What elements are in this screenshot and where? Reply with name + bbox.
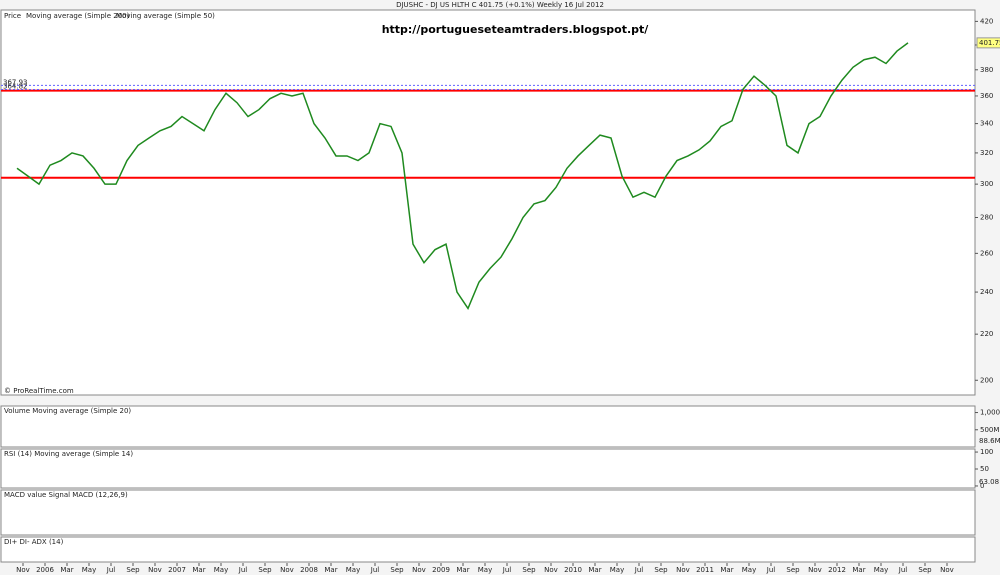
x-tick-label: Nov — [940, 566, 954, 574]
x-tick-label: Jul — [238, 566, 248, 574]
x-tick-label: 2006 — [36, 566, 54, 574]
x-tick-label: Nov — [280, 566, 294, 574]
x-tick-label: Mar — [588, 566, 601, 574]
x-tick-label: Sep — [258, 566, 272, 574]
x-tick-label: Jul — [370, 566, 380, 574]
price-panel — [0, 9, 976, 396]
x-tick-label: May — [346, 566, 360, 574]
level-label: 364.82 — [3, 83, 28, 91]
y-tick-label: 50 — [980, 465, 989, 473]
y-tick-label: 280 — [980, 214, 993, 222]
x-tick-label: Mar — [456, 566, 469, 574]
x-tick-label: Sep — [786, 566, 800, 574]
panel-title: RSI (14) Moving average (Simple 14) — [4, 450, 133, 458]
x-tick-label: Nov — [676, 566, 690, 574]
panel-title: DI+ DI- ADX (14) — [4, 538, 64, 546]
x-tick-label: Jul — [634, 566, 644, 574]
x-tick-label: Sep — [126, 566, 140, 574]
y-tick-label: 380 — [980, 66, 993, 74]
x-tick-label: 2008 — [300, 566, 318, 574]
x-tick-label: Mar — [60, 566, 73, 574]
y-tick-label: 500M — [980, 426, 999, 434]
y-tick-label: 340 — [980, 120, 993, 128]
x-tick-label: 2011 — [696, 566, 714, 574]
level-label: 367.93 — [3, 78, 28, 86]
x-tick-label: 2007 — [168, 566, 186, 574]
x-tick-label: Nov — [148, 566, 162, 574]
y-tick-label: 300 — [980, 180, 993, 188]
y-tick-label: 420 — [980, 17, 993, 25]
price-tag — [976, 37, 1000, 49]
panel-title: MACD value Signal MACD (12,26,9) — [4, 491, 128, 499]
last-value: 88.6M — [979, 437, 1000, 445]
x-tick-label: Mar — [192, 566, 205, 574]
x-tick-label: Nov — [16, 566, 30, 574]
x-tick-label: 2009 — [432, 566, 450, 574]
legend-indicator: Moving average (Simple 50) — [116, 12, 215, 20]
watermark-url: http://portugueseteamtraders.blogspot.pt… — [382, 23, 650, 36]
y-tick-label: 260 — [980, 249, 993, 257]
x-tick-label: Mar — [324, 566, 337, 574]
x-tick-label: Nov — [808, 566, 822, 574]
indicator-panel — [0, 489, 976, 536]
x-tick-label: May — [874, 566, 888, 574]
y-tick-label: 100 — [980, 448, 993, 456]
copyright: © ProRealTime.com — [4, 387, 74, 395]
x-tick-label: May — [478, 566, 492, 574]
y-tick-label: 240 — [980, 288, 993, 296]
x-tick-label: May — [610, 566, 624, 574]
y-tick-label: 360 — [980, 92, 993, 100]
x-tick-label: Jul — [106, 566, 116, 574]
y-tick-label: 200 — [980, 376, 993, 384]
panel-title: Volume Moving average (Simple 20) — [4, 407, 131, 415]
x-tick-label: May — [82, 566, 96, 574]
legend-price: Price — [4, 12, 21, 20]
y-tick-label: 220 — [980, 330, 993, 338]
x-tick-label: Sep — [522, 566, 536, 574]
indicator-panel — [0, 536, 976, 563]
x-tick-label: Mar — [720, 566, 733, 574]
header: DJUSHC - DJ US HLTH C 401.75 (+0.1%) Wee… — [396, 1, 604, 9]
price-line — [16, 42, 909, 311]
x-tick-label: Sep — [654, 566, 668, 574]
x-tick-label: Nov — [412, 566, 426, 574]
x-tick-label: Nov — [544, 566, 558, 574]
x-tick-label: 2010 — [564, 566, 582, 574]
x-tick-label: Sep — [918, 566, 932, 574]
price-tag-label: 401.75 — [979, 39, 1000, 47]
x-tick-label: Jul — [898, 566, 908, 574]
y-tick-label: 0 — [980, 482, 984, 490]
x-tick-label: May — [742, 566, 756, 574]
last-value: 63.08 — [979, 478, 999, 486]
x-tick-label: Mar — [852, 566, 865, 574]
legend-indicator: Moving average (Simple 200) — [26, 12, 130, 20]
x-tick-label: May — [214, 566, 228, 574]
x-tick-label: Jul — [766, 566, 776, 574]
y-tick-label: 320 — [980, 149, 993, 157]
y-tick-label: 1,000M — [980, 409, 1000, 417]
x-tick-label: Jul — [502, 566, 512, 574]
indicator-panel — [0, 405, 976, 448]
x-tick-label: 2012 — [828, 566, 846, 574]
indicator-panel — [0, 448, 976, 489]
x-tick-label: Sep — [390, 566, 404, 574]
